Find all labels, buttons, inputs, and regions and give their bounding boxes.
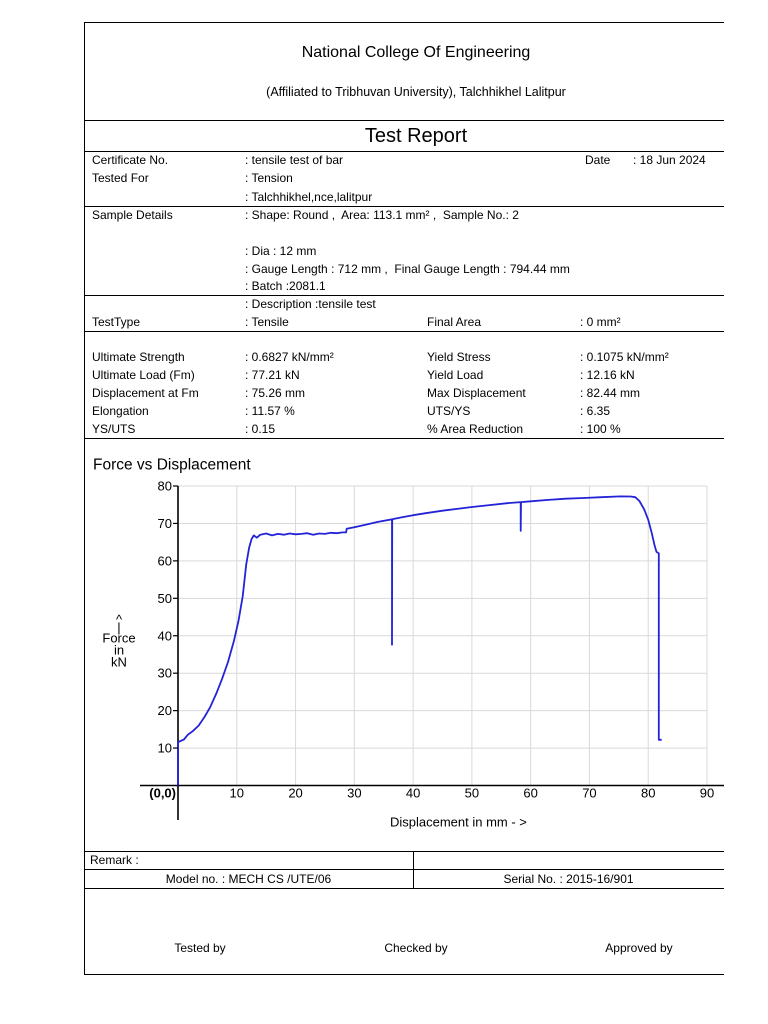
certificate-label: Certificate No. [92, 153, 169, 167]
chart-title: Force vs Displacement [93, 457, 251, 474]
x-axis-label: Displacement in mm - > [390, 815, 527, 830]
divider-certificate [84, 206, 724, 207]
table-border-left [84, 22, 85, 975]
serial-number: Serial No. : 2015-16/901 [503, 872, 634, 886]
remark-label: Remark : [90, 853, 139, 867]
institution-affiliation: (Affiliated to Tribhuvan University), Ta… [266, 85, 566, 99]
tested-for-value: : Tension [245, 171, 293, 185]
date-label: Date [585, 153, 611, 167]
divider-test-type [84, 331, 724, 332]
checked-by-signature: Checked by [384, 941, 448, 955]
displacement-at-fm-label: Displacement at Fm [92, 386, 199, 400]
divider-results [84, 438, 724, 439]
tick-layer: 10 20 30 40 50 60 70 80 90 10 20 30 40 50 60 70 80 [158, 479, 715, 801]
test-type-value: : Tensile [245, 315, 289, 329]
sample-batch-line: : Batch :2081.1 [245, 279, 326, 293]
approved-by-signature: Approved by [605, 941, 673, 955]
x-tick-label: 30 [347, 786, 361, 801]
ultimate-load-label: Ultimate Load (Fm) [92, 368, 195, 382]
x-tick-label: 80 [641, 786, 655, 801]
final-area-value: : 0 mm² [580, 315, 621, 329]
divider-chart [84, 851, 724, 852]
ultimate-strength-value: : 0.6827 kN/mm² [245, 350, 334, 364]
uts-ys-label: UTS/YS [427, 404, 471, 418]
y-axis-arrow-head: ^ [116, 612, 123, 627]
origin-label: (0,0) [149, 786, 176, 801]
x-tick-label: 20 [288, 786, 302, 801]
divider-model [84, 888, 724, 889]
x-tick-label: 50 [465, 786, 479, 801]
x-tick-label: 40 [406, 786, 420, 801]
institution-name: National College Of Engineering [301, 44, 531, 61]
y-tick-label: 70 [158, 516, 172, 531]
y-axis-label-force: Force [102, 631, 135, 646]
y-tick-label: 40 [158, 628, 172, 643]
y-tick-label: 60 [158, 553, 172, 568]
series-layer [177, 495, 662, 786]
x-tick-label: 10 [230, 786, 244, 801]
max-displacement-value: : 82.44 mm [580, 386, 641, 400]
table-border-bottom [84, 974, 724, 975]
x-tick-label: 90 [700, 786, 714, 801]
table-border-top [84, 22, 724, 23]
yield-load-value: : 12.16 kN [580, 368, 635, 382]
divider-title [84, 151, 724, 152]
area-reduction-label: % Area Reduction [427, 422, 524, 436]
divider-sample [84, 295, 724, 296]
y-tick-label: 50 [158, 591, 172, 606]
y-tick-label: 10 [158, 741, 172, 756]
elongation-label: Elongation [92, 404, 149, 418]
displacement-at-fm-value: : 75.26 mm [245, 386, 306, 400]
y-axis-label-unit: kN [111, 655, 127, 670]
tested-for-label: Tested For [92, 171, 149, 185]
sample-gauge-line: : Gauge Length : 712 mm , Final Gauge Le… [245, 262, 570, 276]
tested-by-signature: Tested by [174, 941, 226, 955]
series-line [177, 495, 662, 786]
y-tick-label: 80 [158, 479, 172, 494]
ys-uts-label: YS/UTS [92, 422, 136, 436]
x-tick-label: 60 [523, 786, 537, 801]
address-value: : Talchhikhel,nce,lalitpur [245, 190, 373, 204]
sample-details-label: Sample Details [92, 208, 173, 222]
yield-stress-value: : 0.1075 kN/mm² [580, 350, 669, 364]
y-axis-label-in: in [114, 643, 124, 658]
model-number: Model no. : MECH CS /UTE/06 [165, 872, 332, 886]
area-reduction-value: : 100 % [580, 422, 621, 436]
final-area-label: Final Area [427, 315, 482, 329]
divider-remark [84, 869, 724, 870]
y-tick-label: 30 [158, 666, 172, 681]
ultimate-strength-label: Ultimate Strength [92, 350, 185, 364]
divider-header [84, 120, 724, 121]
yield-stress-label: Yield Stress [427, 350, 491, 364]
grid-layer [178, 485, 708, 786]
max-displacement-label: Max Displacement [427, 386, 526, 400]
ultimate-load-value: : 77.21 kN [245, 368, 300, 382]
sample-dia-line: : Dia : 12 mm [245, 244, 317, 258]
report-title: Test Report [364, 125, 468, 147]
footer-column-divider [413, 851, 414, 888]
sample-shape-line: : Shape: Round , Area: 113.1 mm² , Sampl… [245, 208, 519, 222]
sample-description-line: : Description :tensile test [245, 297, 376, 311]
y-tick-label: 20 [158, 703, 172, 718]
certificate-value: : tensile test of bar [245, 153, 344, 167]
x-tick-label: 70 [582, 786, 596, 801]
test-type-label: TestType [92, 315, 141, 329]
elongation-value: : 11.57 % [245, 404, 295, 418]
y-axis-arrow-shaft: | [117, 620, 120, 635]
date-value: : 18 Jun 2024 [633, 153, 706, 167]
ys-uts-value: : 0.15 [245, 422, 276, 436]
uts-ys-value: : 6.35 [580, 404, 611, 418]
force-displacement-chart: Force vs Displacement 10 20 30 40 50 60 70 80 90… [93, 457, 724, 830]
yield-load-label: Yield Load [427, 368, 484, 382]
